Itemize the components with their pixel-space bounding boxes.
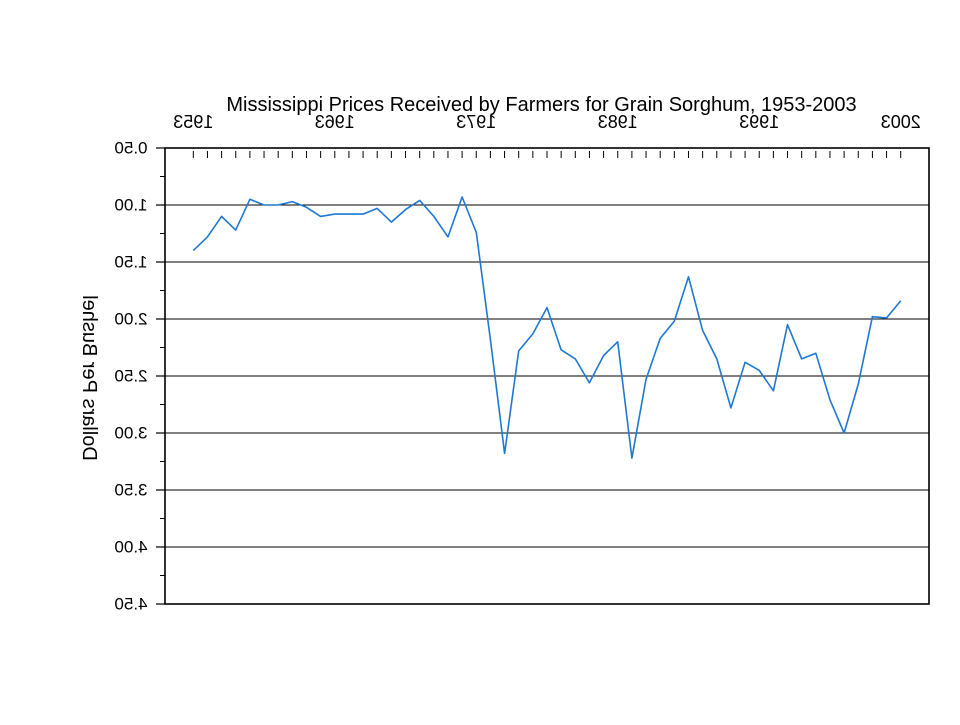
y-tick-label: 2.50 <box>114 367 147 386</box>
chart-title: Mississippi Prices Received by Farmers f… <box>226 94 857 116</box>
x-tick-label: 1993 <box>739 112 779 132</box>
y-tick-label: 1.50 <box>114 253 147 272</box>
y-tick-label: 3.00 <box>114 424 147 443</box>
x-tick-label: 1963 <box>315 112 355 132</box>
y-tick-label: 0.50 <box>114 139 147 158</box>
price-line <box>192 196 902 459</box>
y-tick-label: 2.00 <box>114 310 147 329</box>
y-axis-label: Dollars Per Bushel <box>78 295 100 461</box>
x-tick-label: 1983 <box>598 112 638 132</box>
plot-frame <box>164 147 930 605</box>
y-tick-label: 4.50 <box>114 595 147 614</box>
x-tick-label: 1953 <box>173 112 213 132</box>
y-tick-label: 4.00 <box>114 538 147 557</box>
y-tick-label: 3.50 <box>114 481 147 500</box>
tick-labels: 0.50 1.00 1.50 2.00 2.50 3.00 3.50 4.00 4.50 1953… <box>114 112 920 614</box>
y-tick-label: 1.00 <box>114 196 147 215</box>
x-tick-label: 1973 <box>456 112 496 132</box>
series-lines <box>192 196 902 459</box>
x-tick-label: 2003 <box>881 112 921 132</box>
y-axis-label-group: Dollars Per Bushel <box>78 295 100 461</box>
gridlines <box>165 204 929 548</box>
axis-ticks <box>156 147 902 605</box>
